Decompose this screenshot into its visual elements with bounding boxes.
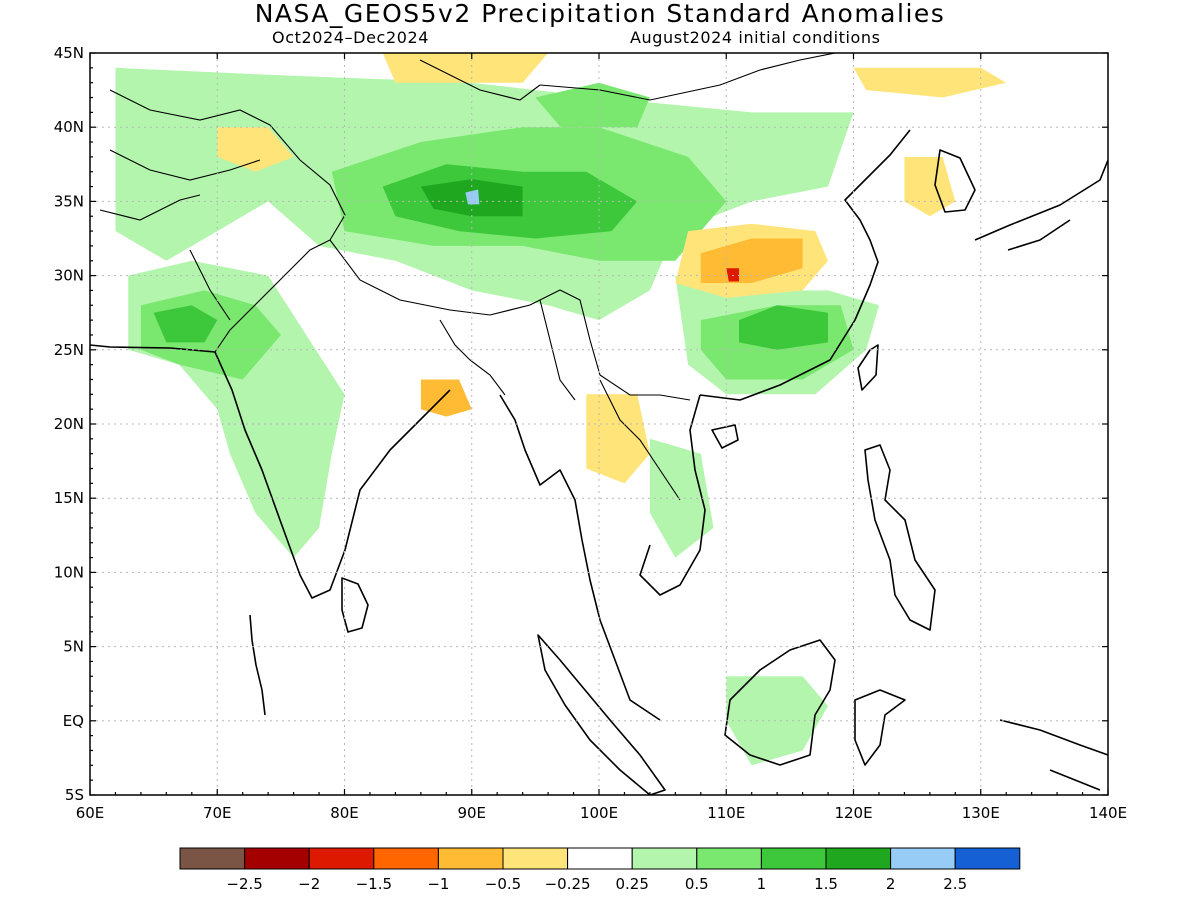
lon-label: 70E [203, 804, 232, 822]
lat-label: 15N [54, 489, 84, 507]
coast-borneo [724, 639, 836, 766]
colorbar-label: −0.25 [545, 875, 591, 893]
lat-label: 5S [65, 786, 84, 804]
lat-label: 20N [54, 415, 84, 433]
anomaly-region-10 [739, 305, 828, 350]
lat-label: 5N [63, 638, 84, 656]
colorbar-label: −0.5 [485, 875, 521, 893]
colorbar-label: 0.25 [615, 875, 648, 893]
coast-maldives [249, 614, 266, 716]
lat-label: 25N [54, 341, 84, 359]
colorbar-label: 1 [757, 875, 767, 893]
colorbar-labels: −2.5 −2 −1.5 −1 −0.5 −0.25 0.25 0.5 1 1.5 2 2.5 [226, 875, 967, 893]
forecast-period: Oct2024–Dec2024 [272, 28, 430, 47]
lon-label: 130E [962, 804, 1000, 822]
anomaly-region-18 [853, 67, 1007, 98]
initial-conditions: August2024 initial conditions [630, 28, 881, 47]
anomaly-region-3 [649, 438, 714, 558]
lat-label: 30N [54, 267, 84, 285]
anomaly-region-19 [586, 394, 650, 484]
coast-hainan [711, 424, 739, 449]
colorbar-label: 2 [886, 875, 896, 893]
anomaly-region-17 [904, 156, 956, 217]
colorbar-swatch [244, 847, 310, 870]
lat-label: EQ [63, 712, 84, 730]
map-title: NASA_GEOS5v2 Precipitation Standard Anom… [254, 0, 946, 28]
latitude-labels: 45N 40N 35N 30N 25N 20N 15N 10N 5N EQ 5S [54, 44, 84, 804]
colorbar-swatch [890, 847, 956, 870]
colorbar-label: −2.5 [226, 875, 262, 893]
colorbar-swatch [825, 847, 892, 870]
lon-label: 80E [330, 804, 359, 822]
colorbar-swatch [308, 847, 375, 870]
colorbar-label: 2.5 [943, 875, 967, 893]
anomaly-region-15 [217, 127, 294, 172]
colorbar-swatch [373, 847, 439, 870]
coast-new-guinea [999, 719, 1108, 791]
lat-lon-grid [90, 53, 1108, 795]
colorbar-label: 1.5 [814, 875, 838, 893]
anomaly-region-16 [382, 53, 549, 83]
colorbar-swatch [696, 847, 762, 870]
lon-label: 120E [834, 804, 872, 822]
colorbar-swatch [567, 847, 633, 870]
lon-label: 90E [457, 804, 486, 822]
lat-label: 10N [54, 563, 84, 581]
lon-label: 100E [580, 804, 618, 822]
anomaly-region-13 [465, 189, 480, 205]
colorbar [179, 847, 1021, 870]
colorbar-swatch [631, 847, 698, 870]
coastlines [90, 129, 1108, 795]
axis-ticks [89, 52, 1109, 796]
anomaly-region-11 [153, 305, 218, 343]
longitude-labels: 60E 70E 80E 90E 100E 110E 120E 130E 140E [76, 804, 1127, 822]
colorbar-swatch [437, 847, 504, 870]
colorbar-label: −1 [427, 875, 449, 893]
colorbar-swatch [179, 847, 246, 870]
coast-myanmar [499, 394, 661, 721]
anomaly-region-22 [726, 268, 739, 282]
anomaly-region-4 [726, 676, 828, 766]
coast-china [699, 129, 911, 401]
coast-sumatra [537, 634, 666, 795]
anomaly-region-20 [700, 238, 803, 283]
colorbar-swatch [760, 847, 827, 870]
coast-sri-lanka [341, 577, 369, 633]
lat-label: 35N [54, 192, 84, 210]
coast-vietnam [639, 394, 706, 596]
colorbar-swatch [502, 847, 569, 870]
coast-philippines [864, 444, 936, 631]
coast-taiwan [857, 344, 879, 391]
lon-label: 60E [76, 804, 105, 822]
lon-label: 140E [1089, 804, 1127, 822]
colorbar-label: −2 [298, 875, 320, 893]
colorbar-label: −1.5 [356, 875, 392, 893]
anomaly-fields [115, 53, 1007, 766]
coast-india [90, 344, 451, 599]
lon-label: 110E [707, 804, 745, 822]
country-borders [99, 53, 838, 501]
lat-label: 45N [54, 44, 84, 62]
coast-korea [934, 149, 976, 213]
colorbar-label: 0.5 [685, 875, 709, 893]
colorbar-swatch [954, 847, 1021, 870]
lat-label: 40N [54, 118, 84, 136]
coast-sulawesi [854, 689, 906, 766]
coast-japan [974, 159, 1108, 251]
